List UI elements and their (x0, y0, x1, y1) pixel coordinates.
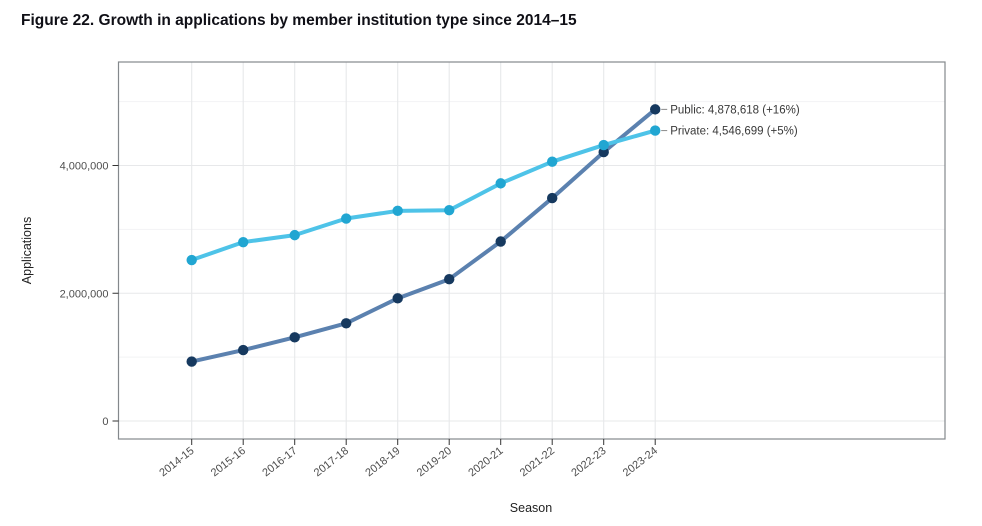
data-point-private (598, 139, 609, 151)
data-point-public (495, 236, 506, 247)
y-tick-label: 0 (102, 416, 108, 428)
y-tick-label: 2,000,000 (60, 288, 109, 300)
annotation-label-private: Private: 4,546,699 (+5%) (670, 126, 798, 138)
data-point-public (186, 356, 197, 367)
panel-border (117, 61, 946, 440)
data-point-public (238, 344, 249, 356)
data-point-private (495, 178, 506, 189)
x-tick-label: 2019-20 (415, 445, 454, 479)
data-point-public (444, 273, 455, 285)
x-tick-label: 2021-22 (518, 445, 557, 479)
data-point-public (547, 192, 558, 204)
series-line-public (189, 107, 658, 364)
data-point-public (341, 318, 352, 329)
x-tick-label: 2017-18 (312, 445, 351, 479)
x-tick-label: 2015-16 (209, 445, 248, 479)
data-point-private (444, 205, 455, 216)
x-tick-label: 2014-15 (157, 445, 196, 479)
x-axis-title: Season (510, 501, 552, 515)
data-point-private (341, 213, 352, 224)
annotation-label-public: Public: 4,878,618 (+16%) (670, 104, 800, 116)
data-point-private (238, 236, 249, 248)
series-line-private (189, 128, 658, 263)
x-tick-label: 2020-21 (466, 445, 505, 479)
figure-title: Figure 22. Growth in applications by mem… (21, 12, 577, 29)
chart-panel (118, 62, 945, 439)
x-tick-label: 2016-17 (260, 445, 299, 479)
data-point-private (186, 254, 197, 266)
data-point-public (392, 293, 403, 304)
data-point-public (289, 332, 300, 343)
data-point-private (289, 229, 300, 241)
data-point-private (547, 156, 558, 167)
data-point-private (650, 125, 661, 136)
y-axis-title: Applications (20, 217, 34, 284)
data-point-public (650, 104, 661, 115)
x-tick-label: 2018-19 (363, 445, 402, 479)
y-tick-label: 4,000,000 (60, 161, 109, 173)
data-point-private (392, 205, 403, 217)
x-tick-label: 2022-23 (569, 445, 608, 479)
x-tick-label: 2023-24 (621, 445, 660, 479)
